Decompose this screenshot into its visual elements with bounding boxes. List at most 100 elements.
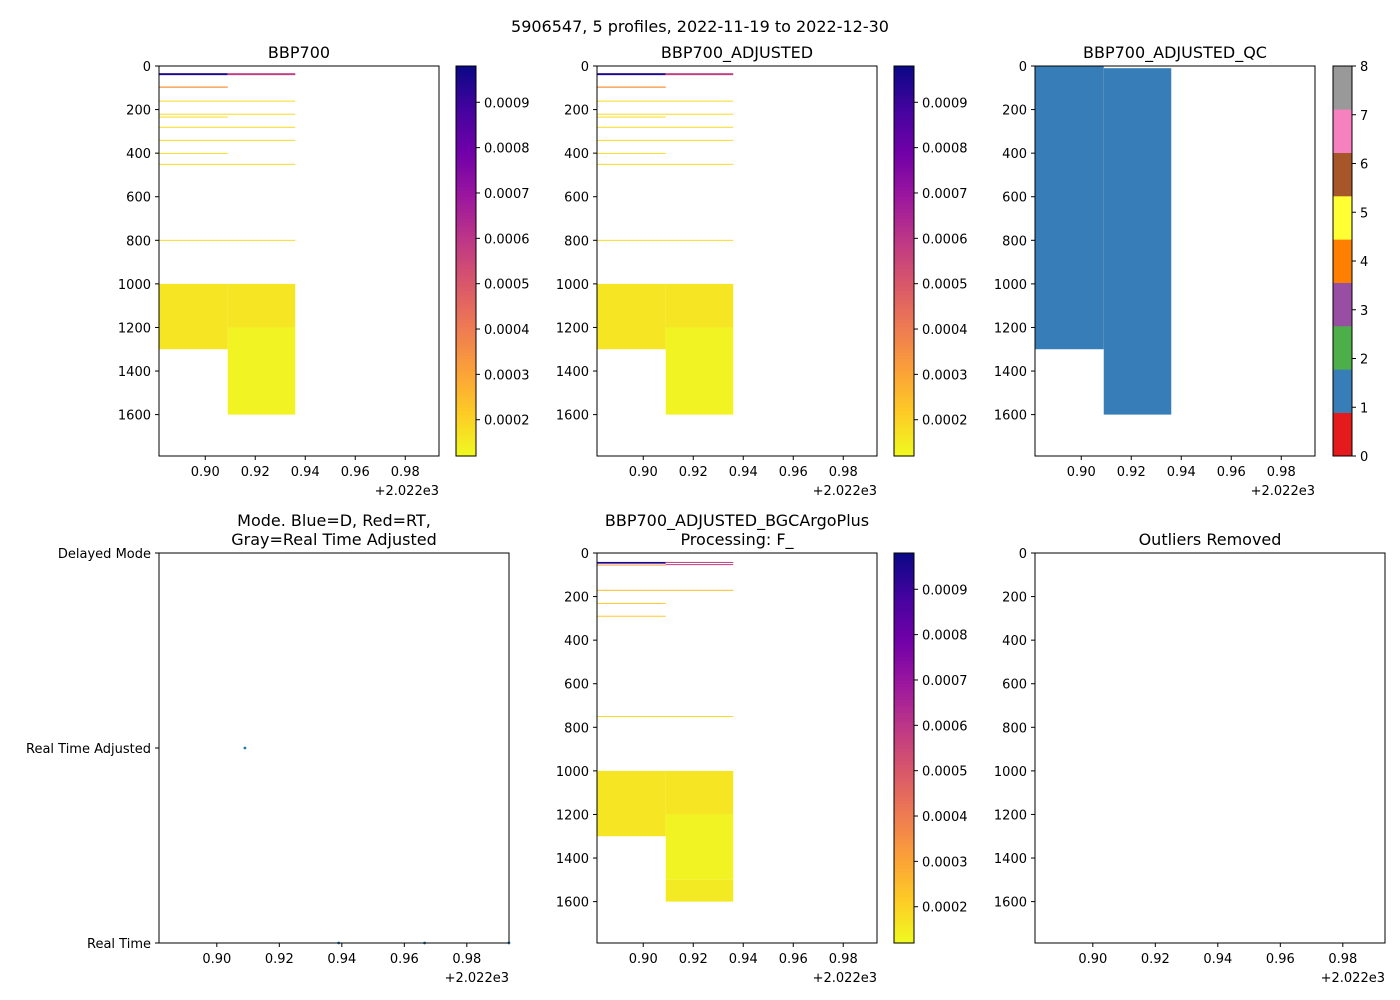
colorbar-frame bbox=[893, 552, 915, 944]
colorbar: 0 1 2 3 4 5 6 7 8 bbox=[1332, 60, 1368, 465]
colorbar-segment bbox=[894, 614, 914, 619]
colorbar-segment bbox=[894, 439, 914, 444]
colorbar-segment bbox=[894, 835, 914, 840]
colorbar-segment bbox=[456, 98, 476, 103]
colorbar-segment bbox=[894, 725, 914, 730]
colorbar-segment bbox=[456, 79, 476, 83]
colorbar-segment bbox=[894, 218, 914, 223]
colorbar-frame bbox=[455, 65, 477, 457]
colorbar-segment bbox=[456, 72, 476, 77]
colorbar-segment bbox=[894, 443, 914, 447]
colorbar-segment bbox=[894, 569, 914, 574]
colorbar-segment bbox=[1333, 66, 1352, 110]
colorbar-segment bbox=[894, 858, 914, 863]
y-tick-label: Real Time bbox=[87, 937, 151, 952]
y-tick-label: Real Time Adjusted bbox=[26, 742, 151, 757]
x-offset-label: +2.022e3 bbox=[445, 971, 509, 986]
colorbar-segment bbox=[894, 423, 914, 428]
colorbar-segment bbox=[894, 670, 914, 674]
colorbar-segment bbox=[456, 309, 476, 314]
colorbar-segment bbox=[894, 757, 914, 762]
heatmap-cell bbox=[159, 163, 296, 165]
colorbar-segment bbox=[456, 335, 476, 340]
colorbar-segment bbox=[894, 446, 914, 451]
colorbar-tick-label: 0.0004 bbox=[922, 810, 968, 825]
colorbar-segment bbox=[456, 378, 476, 382]
colorbar-segment bbox=[456, 118, 476, 122]
colorbar-segment bbox=[456, 319, 476, 324]
x-tick-label: 0.96 bbox=[390, 952, 419, 967]
colorbar-segment bbox=[894, 329, 914, 334]
colorbar-segment bbox=[894, 770, 914, 775]
colorbar-segment bbox=[894, 335, 914, 340]
y-tick-label: 0 bbox=[581, 60, 589, 75]
colorbar-tick-label: 0.0003 bbox=[484, 368, 530, 383]
colorbar-segment bbox=[894, 170, 914, 174]
colorbar: 0.0002 0.0003 0.0004 0.0005 0.0006 0.0007 0.00… bbox=[893, 65, 968, 457]
colorbar-segment bbox=[894, 559, 914, 564]
colorbar-segment bbox=[894, 426, 914, 431]
y-tick-label: 1600 bbox=[556, 896, 589, 911]
colorbar-segment bbox=[894, 741, 914, 746]
x-offset-label: +2.022e3 bbox=[1321, 971, 1385, 986]
colorbar-segment bbox=[894, 731, 914, 736]
colorbar-segment bbox=[456, 365, 476, 369]
colorbar: 0.0002 0.0003 0.0004 0.0005 0.0006 0.0007 0.00… bbox=[893, 552, 968, 944]
colorbar-segment bbox=[894, 738, 914, 743]
colorbar-segment bbox=[456, 111, 476, 116]
colorbar-segment bbox=[894, 410, 914, 415]
x-offset-label: +2.022e3 bbox=[1251, 484, 1315, 499]
heatmap-cell bbox=[227, 283, 296, 328]
colorbar-segment bbox=[894, 163, 914, 168]
colorbar-segment bbox=[456, 225, 476, 230]
colorbar-segment bbox=[456, 355, 476, 360]
colorbar-segment bbox=[456, 257, 476, 262]
colorbar-segment bbox=[894, 371, 914, 376]
colorbar-segment bbox=[456, 313, 476, 317]
colorbar-segment bbox=[894, 205, 914, 210]
colorbar-tick-label: 0.0003 bbox=[922, 855, 968, 870]
colorbar-segment bbox=[894, 293, 914, 298]
colorbar-segment bbox=[456, 88, 476, 93]
colorbar-segment bbox=[894, 157, 914, 161]
colorbar-segment bbox=[894, 829, 914, 834]
colorbar-segment bbox=[456, 300, 476, 304]
colorbar-segment bbox=[894, 592, 914, 596]
y-tick-label: 1400 bbox=[556, 852, 589, 867]
colorbar-segment bbox=[894, 319, 914, 324]
colorbar-tick-label: 4 bbox=[1360, 255, 1368, 270]
colorbar-segment bbox=[894, 248, 914, 252]
colorbar-segment bbox=[456, 251, 476, 256]
colorbar-segment bbox=[456, 160, 476, 165]
colorbar-segment bbox=[894, 306, 914, 311]
colorbar-segment bbox=[456, 329, 476, 334]
heatmap-cell bbox=[159, 126, 296, 128]
y-tick-label: 600 bbox=[1002, 678, 1027, 693]
x-tick-label: 0.94 bbox=[729, 952, 758, 967]
colorbar-segment bbox=[894, 82, 914, 87]
colorbar-segment bbox=[456, 342, 476, 347]
colorbar-tick-label: 6 bbox=[1360, 158, 1368, 173]
colorbar-segment bbox=[894, 865, 914, 869]
colorbar-segment bbox=[894, 887, 914, 892]
x-tick-label: 0.98 bbox=[829, 465, 858, 480]
heatmap-cell bbox=[597, 561, 666, 564]
colorbar-segment bbox=[894, 572, 914, 577]
colorbar-segment bbox=[894, 374, 914, 379]
colorbar-segment bbox=[894, 326, 914, 330]
colorbar-segment bbox=[456, 124, 476, 129]
colorbar-segment bbox=[894, 264, 914, 269]
heatmap-cell bbox=[597, 715, 734, 717]
heatmap-cell bbox=[227, 327, 296, 415]
colorbar-segment bbox=[894, 631, 914, 635]
colorbar-segment bbox=[456, 205, 476, 210]
colorbar-segment bbox=[456, 157, 476, 161]
heatmap-cell bbox=[597, 100, 734, 102]
heatmap-cell bbox=[597, 113, 734, 115]
colorbar-segment bbox=[894, 400, 914, 405]
colorbar-segment bbox=[894, 235, 914, 239]
y-tick-label: 1200 bbox=[994, 321, 1027, 336]
x-tick-label: 0.92 bbox=[1141, 952, 1170, 967]
colorbar-segment bbox=[894, 75, 914, 80]
heatmap-cell bbox=[665, 564, 734, 566]
